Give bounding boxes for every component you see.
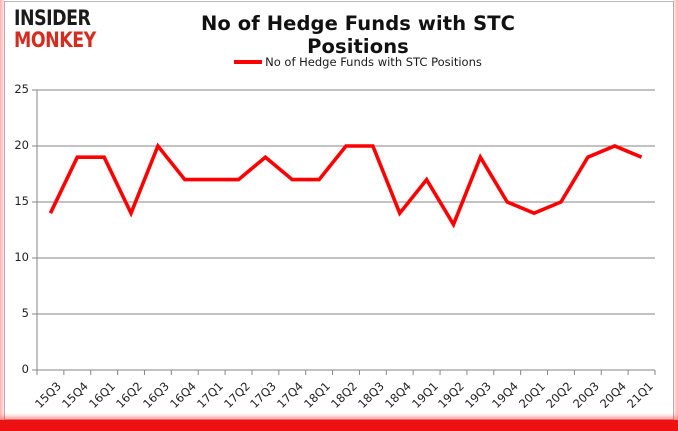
- logo-line-insider: INSIDER: [14, 6, 91, 30]
- bottom-accent-bar: [0, 420, 678, 431]
- data-series-line-0: [48, 142, 643, 229]
- left-edge-glow: [0, 0, 5, 424]
- logo-line-monkey: MONKEY: [14, 28, 96, 52]
- y-axis-tick-label: 20: [14, 138, 29, 152]
- y-axis-tick-label: 25: [14, 82, 29, 96]
- y-axis-tick-label: 10: [14, 250, 29, 264]
- right-edge-glow: [673, 0, 678, 424]
- y-axis-tick-label: 0: [21, 362, 29, 376]
- legend-color-swatch: [234, 60, 263, 64]
- y-axis-tick-label: 15: [14, 194, 29, 208]
- image-frame: [4, 1, 674, 420]
- insider-monkey-logo: INSIDER MONKEY: [14, 8, 103, 51]
- y-axis-tick-label: 5: [21, 306, 29, 320]
- chart-title: No of Hedge Funds with STC Positions: [200, 12, 516, 58]
- legend-label: No of Hedge Funds with STC Positions: [265, 55, 482, 69]
- chart-legend: No of Hedge Funds with STC Positions: [148, 55, 568, 69]
